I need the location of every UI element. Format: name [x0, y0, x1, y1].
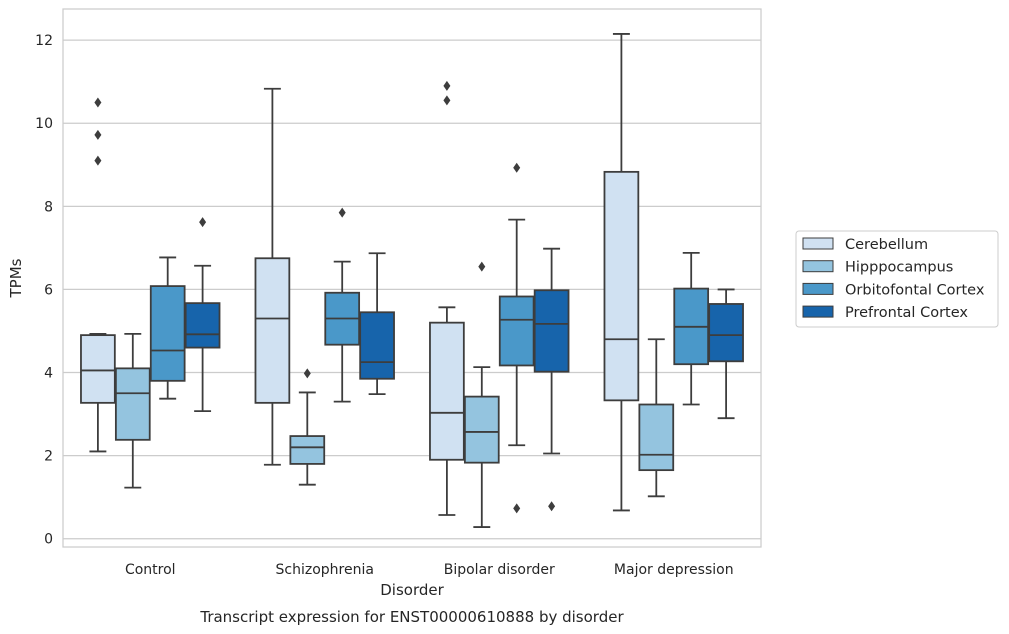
legend: Cerebellum Hipppocampus Orbitofontal Corte… — [795, 230, 999, 328]
box-group — [324, 207, 361, 403]
x-tick-labels: Control Schizophrenia Bipolar disorder Majo… — [125, 562, 734, 578]
x-tick-label: Bipolar disorder — [444, 562, 555, 578]
box — [498, 295, 535, 367]
outlier-point — [513, 503, 521, 514]
box-group — [533, 247, 570, 512]
legend-label: Cerebellum — [845, 237, 928, 253]
box-group — [603, 33, 640, 512]
plot-frame — [62, 8, 762, 548]
legend-swatch — [802, 305, 834, 318]
y-tick-label: 4 — [44, 366, 53, 382]
box — [638, 403, 675, 472]
legend-swatch — [802, 282, 834, 295]
y-tick-label: 6 — [44, 282, 53, 298]
x-tick-label: Schizophrenia — [276, 562, 374, 578]
box — [708, 303, 744, 363]
box-group — [673, 251, 710, 406]
box-group — [149, 256, 186, 400]
box-group — [429, 80, 465, 516]
legend-label: Hipppocampus — [845, 260, 953, 276]
legend-frame — [795, 230, 999, 328]
box — [289, 435, 326, 465]
box — [429, 321, 465, 461]
outlier-point — [94, 155, 102, 166]
box-group — [638, 338, 675, 498]
box-group — [498, 162, 535, 514]
legend-swatch — [802, 237, 834, 250]
y-axis-title: TPMs — [7, 258, 25, 298]
outlier-point — [548, 501, 556, 512]
box — [114, 367, 151, 441]
x-axis-title: Disorder — [380, 581, 444, 599]
outlier-point — [513, 162, 521, 173]
y-tick-labels: 0 2 4 6 8 10 12 — [35, 33, 53, 548]
box-group — [114, 332, 151, 489]
outlier-point — [443, 80, 451, 91]
box-group — [80, 97, 116, 453]
legend-label: Orbitofontal Cortex — [845, 282, 985, 298]
box-group — [463, 261, 500, 528]
box-group — [708, 288, 744, 420]
outlier-point — [443, 95, 451, 106]
y-tick-label: 12 — [35, 33, 53, 49]
box-group — [289, 368, 326, 486]
box — [149, 285, 186, 382]
box — [603, 170, 640, 402]
outlier-point — [199, 217, 207, 228]
chart-caption: Transcript expression for ENST0000061088… — [199, 608, 624, 626]
legend-label: Prefrontal Cortex — [845, 305, 968, 321]
box-group — [254, 87, 291, 466]
outlier-point — [303, 368, 311, 379]
y-tick-label: 2 — [44, 449, 53, 465]
box — [463, 395, 500, 464]
box — [80, 334, 116, 404]
x-tick-label: Major depression — [614, 562, 734, 578]
y-tick-label: 8 — [44, 199, 53, 215]
y-tick-label: 0 — [44, 532, 53, 548]
box — [254, 257, 291, 404]
outlier-point — [94, 129, 102, 140]
boxes — [80, 33, 744, 528]
box-group — [359, 252, 395, 396]
x-tick-label: Control — [125, 562, 176, 578]
box — [184, 302, 221, 349]
y-tick-label: 10 — [35, 116, 53, 132]
box — [533, 289, 570, 373]
outlier-point — [338, 207, 346, 218]
outlier-point — [478, 261, 486, 272]
outlier-point — [94, 97, 102, 108]
box — [359, 311, 395, 380]
legend-swatch — [802, 260, 834, 273]
box-group — [184, 217, 221, 413]
